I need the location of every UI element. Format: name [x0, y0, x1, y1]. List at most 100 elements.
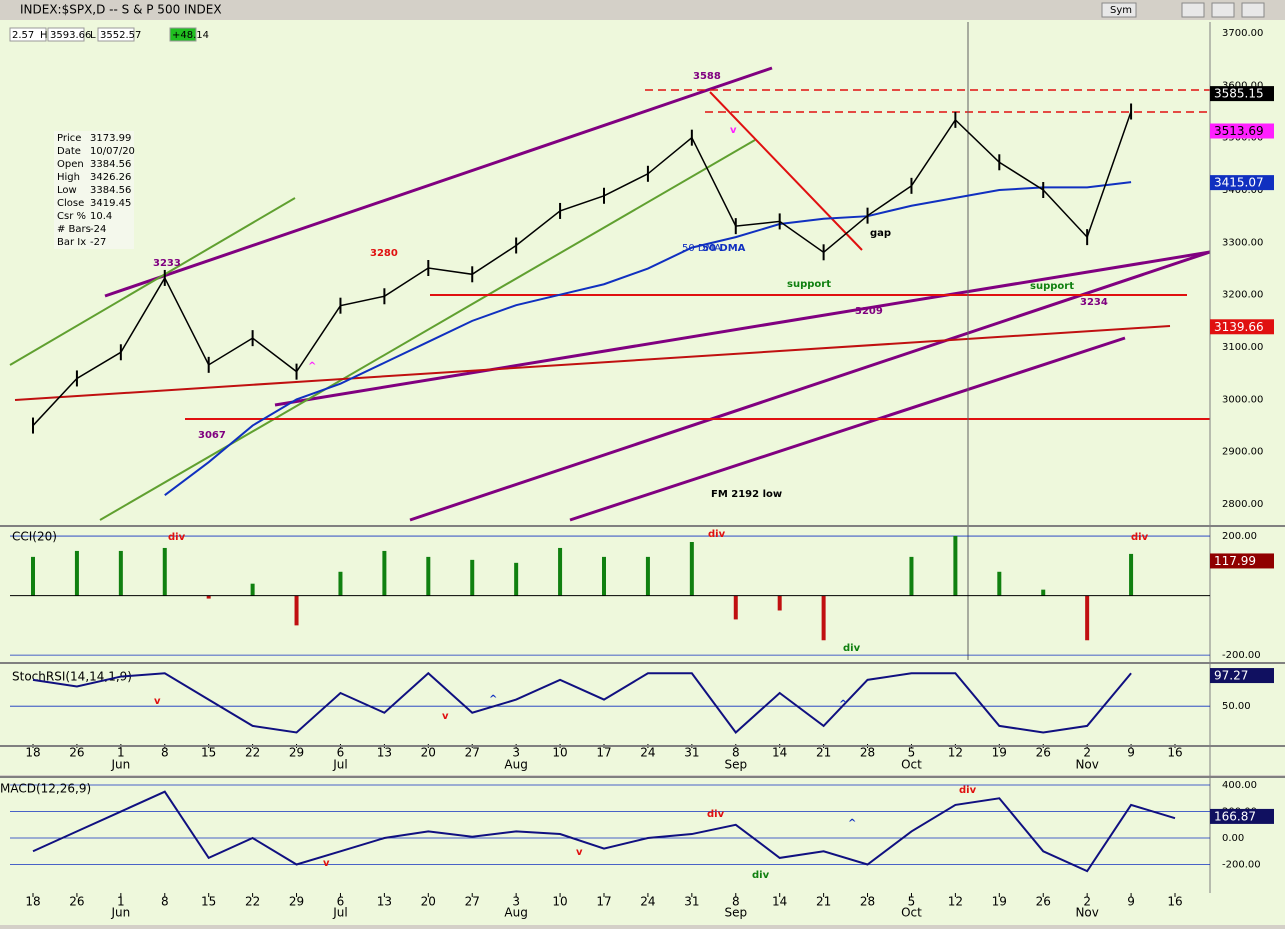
close-button[interactable]: [1241, 2, 1265, 18]
x-tick-label: 17: [596, 746, 611, 760]
histogram-bar: [426, 556, 431, 596]
y-tick-label: -200.00: [1222, 650, 1261, 661]
info-value: 3384.56: [90, 185, 131, 196]
info-value: 3384.56: [90, 159, 131, 170]
histogram-bar: [338, 571, 343, 596]
x-tick-label: 28: [860, 895, 875, 909]
histogram-bar: [206, 595, 211, 599]
quote-text: +48.14: [172, 30, 209, 41]
month-label: Aug: [504, 906, 527, 920]
annotation: 3280: [370, 248, 398, 259]
sym-button[interactable]: [1101, 2, 1137, 18]
annotation: div: [752, 870, 770, 881]
month-label: Oct: [901, 906, 922, 920]
month-label: Jul: [332, 758, 347, 772]
x-tick-label: 2: [1083, 895, 1091, 909]
y-tick-label: 2900.00: [1222, 447, 1263, 458]
quote-box: [169, 27, 197, 42]
month-label: Sep: [724, 758, 747, 772]
x-tick-label: 31: [684, 895, 699, 909]
histogram-bar: [162, 547, 167, 596]
y-tick-label: 200.00: [1222, 531, 1257, 542]
annotation: ^: [839, 699, 847, 710]
x-tick-label: 6: [337, 895, 345, 909]
annotation: 3067: [198, 430, 226, 441]
quote-text: 3552.57: [100, 30, 141, 41]
info-label: # Bars: [57, 224, 91, 235]
quote-text: 3593.66: [50, 30, 91, 41]
month-label: Oct: [901, 758, 922, 772]
histogram-bar: [514, 562, 519, 596]
info-value: 10.4: [90, 211, 112, 222]
info-value: 3419.45: [90, 198, 131, 209]
x-tick-label: 8: [161, 746, 169, 760]
histogram-bar: [777, 595, 782, 611]
annotation: div: [843, 643, 861, 654]
info-label: Price: [57, 133, 81, 144]
info-value: -27: [90, 237, 106, 248]
annotation: gap: [870, 228, 891, 239]
value-marker-label: 3513.69: [1214, 124, 1264, 138]
value-marker-label: 166.87: [1214, 809, 1256, 823]
x-tick-label: 9: [1127, 746, 1135, 760]
value-marker: [1210, 808, 1274, 824]
histogram-bar: [689, 541, 694, 596]
info-label: Bar Ix: [57, 237, 86, 248]
maximize-button[interactable]: [1211, 2, 1235, 18]
panel: 200.00 -200.00 CCI(20) 117.99 div div div div: [10, 529, 1274, 661]
month-label: Nov: [1075, 906, 1098, 920]
y-tick-label: 3000.00: [1222, 394, 1263, 405]
x-tick-label: 16: [1167, 895, 1182, 909]
x-tick-label: 29: [289, 895, 304, 909]
panel: 2800.00 2900.00 3000.00 3100.00 3200.00 3300.…: [32, 28, 1274, 510]
info-value: 3426.26: [90, 172, 131, 183]
annotation: 3588: [693, 71, 721, 82]
y-tick-label: 2800.00: [1222, 499, 1263, 510]
value-marker: [1210, 175, 1274, 191]
annotation: v: [323, 858, 330, 869]
x-tick-label: 28: [860, 746, 875, 760]
sym-button-label[interactable]: Sym: [1110, 5, 1132, 16]
upper-area: [0, 20, 1285, 775]
x-tick-label: 15: [201, 895, 216, 909]
annotation: 3233: [153, 258, 181, 269]
y-tick-label: 3100.00: [1222, 342, 1263, 353]
x-tick-label: 8: [732, 895, 740, 909]
annotation: ^: [848, 818, 856, 829]
x-tick-label: 15: [201, 746, 216, 760]
x-tick-label: 10: [552, 746, 567, 760]
value-marker-label: 3139.66: [1214, 320, 1264, 334]
info-value: 10/07/20: [90, 146, 135, 157]
x-tick-label: 1: [117, 746, 125, 760]
x-tick-label: 13: [377, 746, 392, 760]
info-label: High: [57, 172, 80, 183]
annotation: ^: [489, 694, 497, 705]
info-label: Date: [57, 146, 81, 157]
x-tick-label: 26: [1036, 895, 1051, 909]
info-label: Low: [57, 185, 77, 196]
histogram-bar: [645, 556, 650, 596]
quote-box: [47, 27, 85, 42]
minimize-button[interactable]: [1181, 2, 1205, 18]
quote-text: 2.57: [12, 30, 34, 41]
info-value: -24: [90, 224, 106, 235]
histogram-bar: [558, 547, 563, 596]
x-tick-label: 14: [772, 895, 787, 909]
value-marker: [1210, 123, 1274, 139]
x-tick-label: 8: [732, 746, 740, 760]
panel-title: CCI(20): [12, 530, 57, 544]
x-tick-label: 29: [289, 746, 304, 760]
value-marker: [1210, 668, 1274, 684]
x-tick-label: 17: [596, 895, 611, 909]
histogram-bar: [1041, 589, 1046, 596]
histogram-bar: [602, 556, 606, 596]
x-tick-label: 21: [816, 746, 831, 760]
x-tick-label: 9: [1127, 895, 1135, 909]
legend-entry: 50 DMA: [682, 243, 721, 254]
annotation: 3234: [1080, 297, 1108, 308]
month-label: Jun: [110, 758, 130, 772]
data-line: [32, 790, 1176, 873]
histogram-bar: [1129, 553, 1134, 596]
data-line: [32, 111, 1132, 427]
x-tick-label: 24: [640, 895, 655, 909]
